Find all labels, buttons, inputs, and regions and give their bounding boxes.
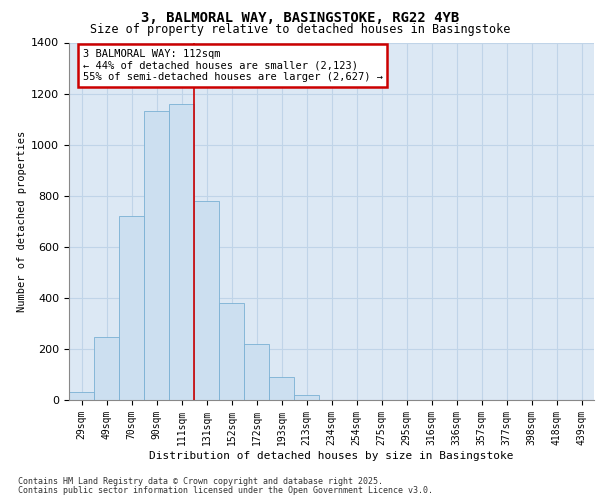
Bar [144,112,169,400]
Bar [69,392,94,400]
Text: Contains HM Land Registry data © Crown copyright and database right 2025.: Contains HM Land Registry data © Crown c… [18,477,383,486]
Bar [94,338,119,400]
Bar [219,303,244,400]
Text: Size of property relative to detached houses in Basingstoke: Size of property relative to detached ho… [90,24,510,36]
Text: Contains public sector information licensed under the Open Government Licence v3: Contains public sector information licen… [18,486,433,495]
Bar [194,201,219,400]
Y-axis label: Number of detached properties: Number of detached properties [17,130,27,312]
Text: 3, BALMORAL WAY, BASINGSTOKE, RG22 4YB: 3, BALMORAL WAY, BASINGSTOKE, RG22 4YB [141,12,459,26]
Text: 3 BALMORAL WAY: 112sqm
← 44% of detached houses are smaller (2,123)
55% of semi-: 3 BALMORAL WAY: 112sqm ← 44% of detached… [83,49,383,82]
Bar [119,216,144,400]
X-axis label: Distribution of detached houses by size in Basingstoke: Distribution of detached houses by size … [149,450,514,460]
Bar [294,395,319,400]
Bar [244,344,269,400]
Bar [169,104,194,400]
Bar [269,377,294,400]
